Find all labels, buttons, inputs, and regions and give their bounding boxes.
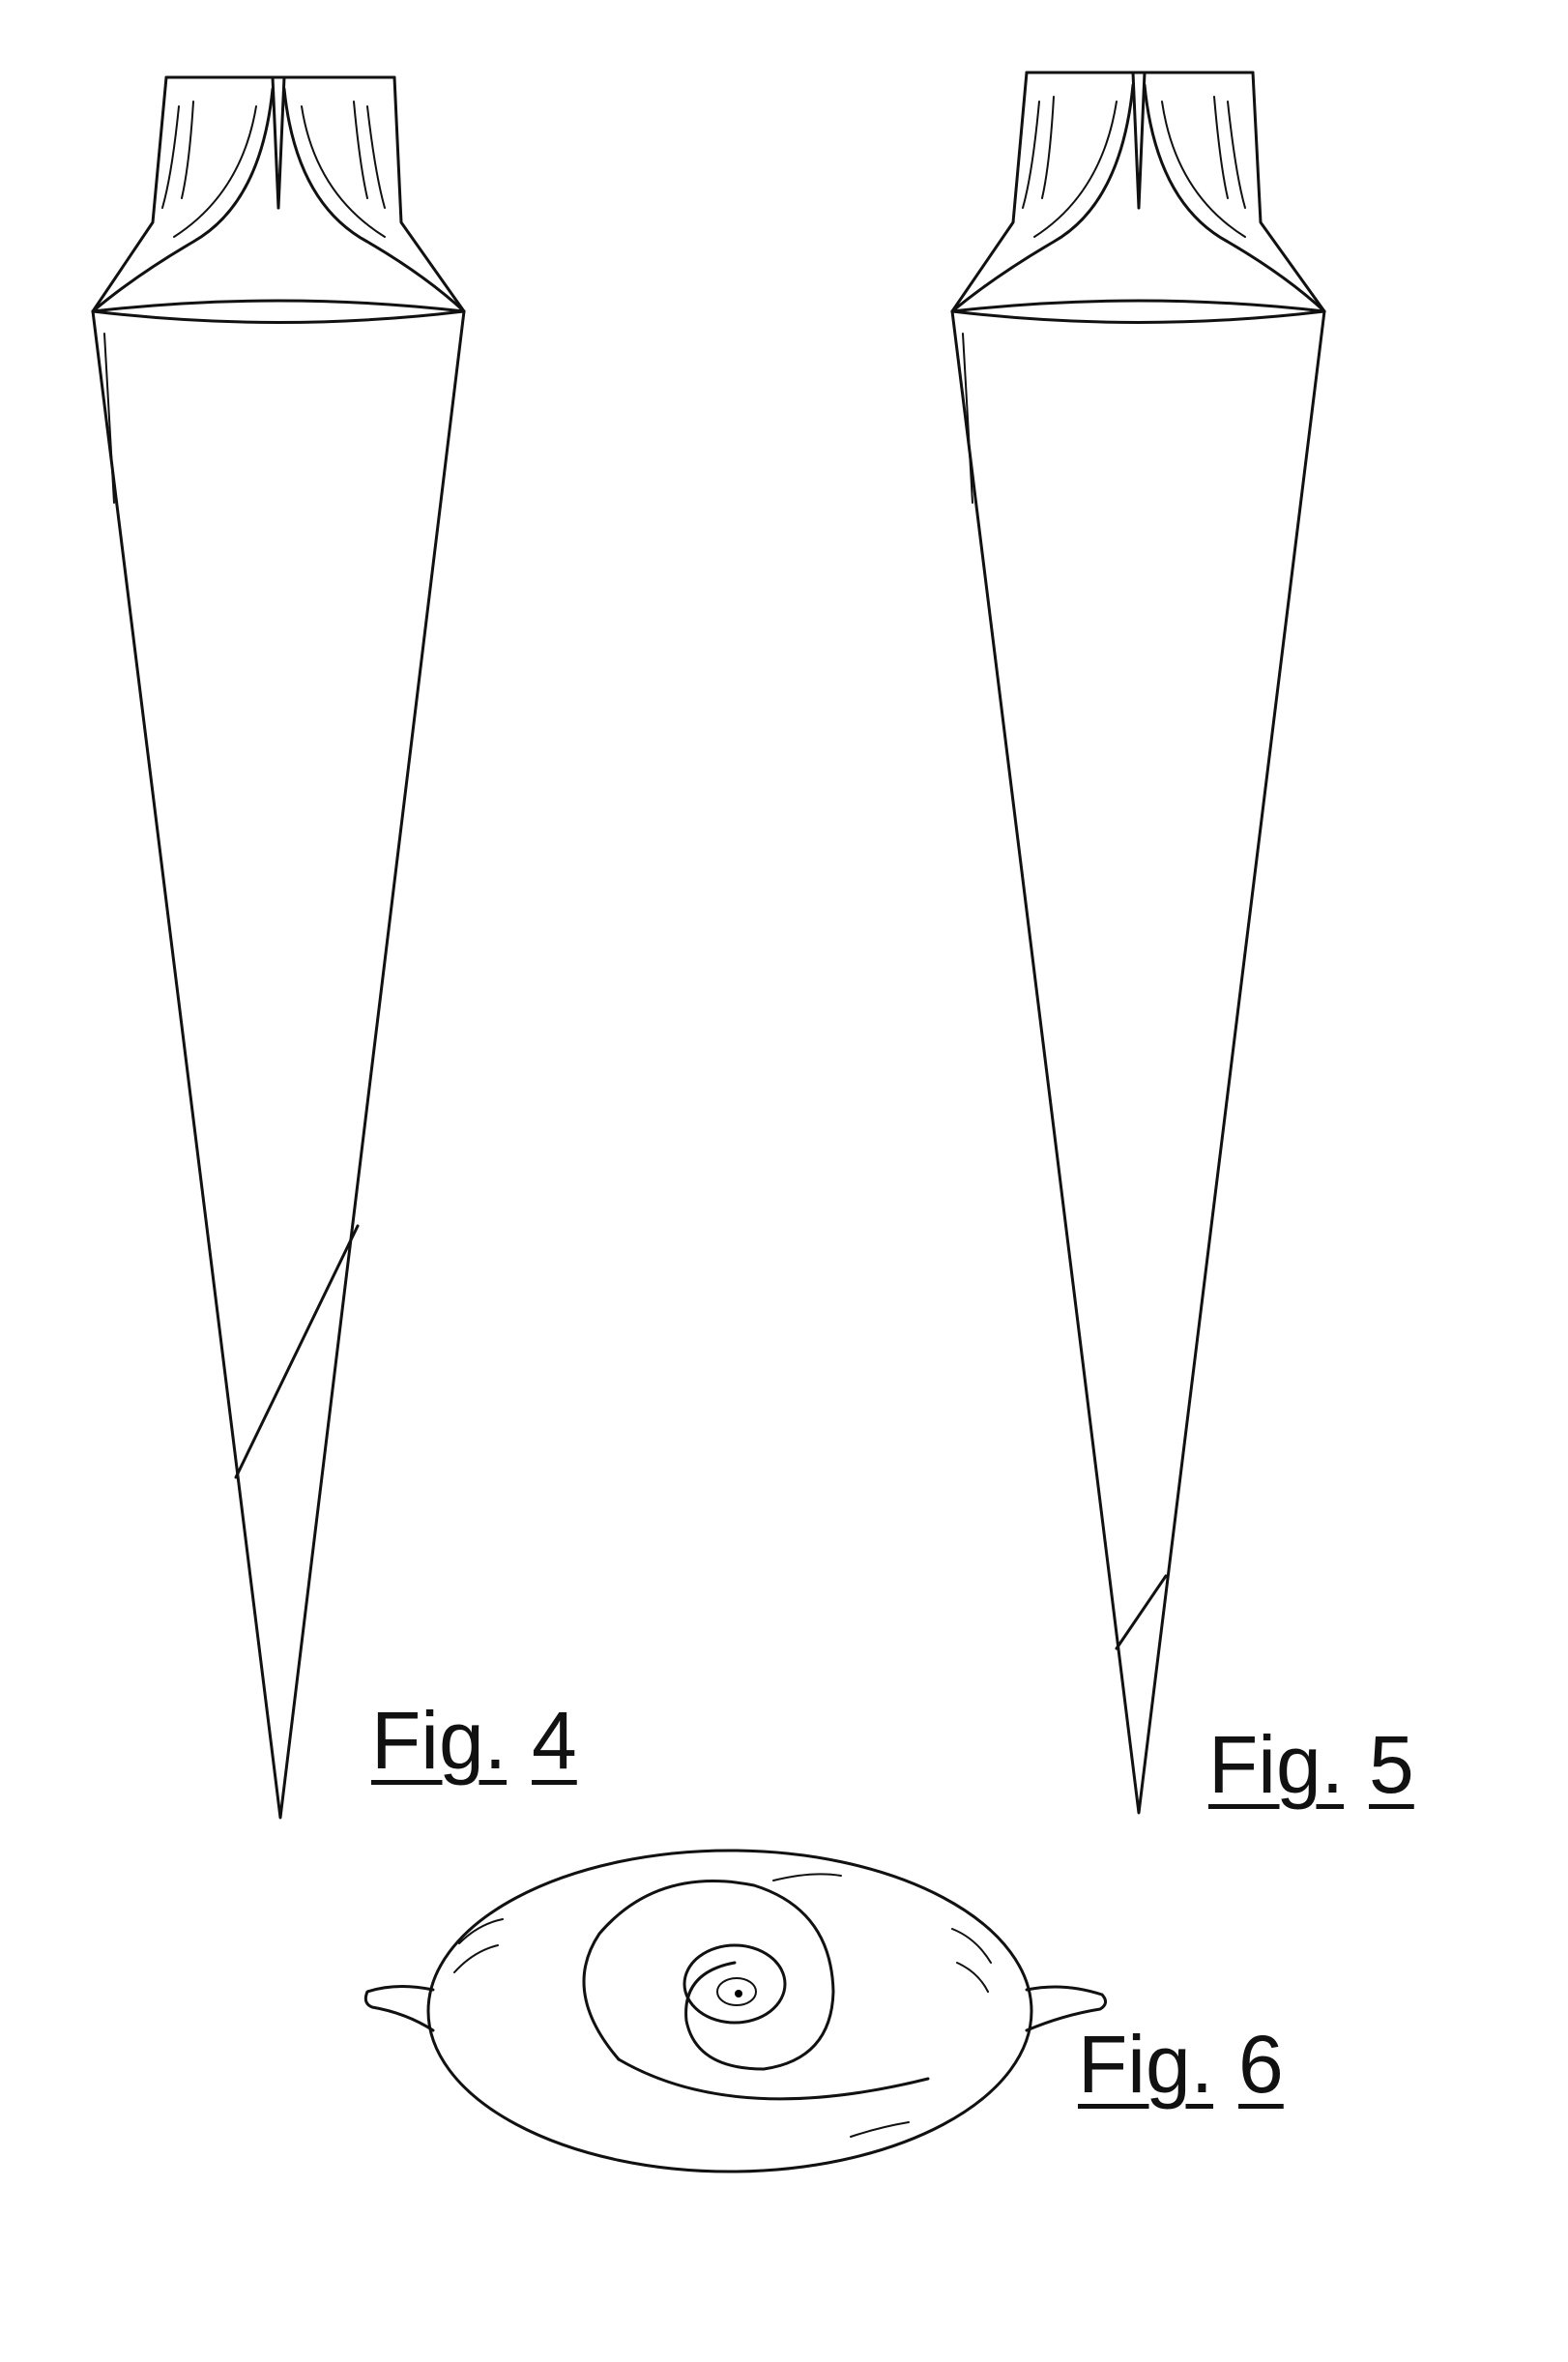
fig5-shoulder-bottom — [952, 311, 1324, 323]
fig4-neck-left-edge — [93, 77, 166, 311]
fig4-right-shade — [302, 106, 385, 237]
fig5-hatch-c — [1228, 102, 1245, 208]
fig4-label-word: Fig. — [371, 1695, 507, 1786]
fig6-shade-d — [957, 1963, 988, 1992]
fig5-shoulder-top — [952, 301, 1324, 311]
fig6-shade-c — [952, 1929, 991, 1963]
fig5-cone-body — [952, 311, 1324, 1813]
fig6-left-fin — [365, 1986, 433, 2030]
fig6-shade-e — [773, 1874, 841, 1881]
fig6-shade-b — [454, 1945, 498, 1972]
fig6-label-number: 6 — [1238, 2019, 1284, 2110]
fig4-hatch-a — [162, 106, 179, 208]
fig4-drawing — [93, 77, 464, 1818]
fig6-label-word: Fig. — [1078, 2019, 1213, 2110]
fig5-hatch-a — [1023, 102, 1039, 208]
fig4-shoulder-bottom — [93, 311, 464, 323]
fig6-spiral — [584, 1881, 833, 2069]
fig5-label-word: Fig. — [1208, 1719, 1344, 1810]
fig5-drawing — [952, 73, 1324, 1813]
fig4-hatch-b — [182, 102, 193, 198]
fig4-cone-body — [93, 311, 464, 1818]
fig4-label-number: 4 — [532, 1695, 577, 1786]
fig5-center-seam — [1133, 73, 1145, 208]
fig4-hatch-d — [354, 102, 367, 198]
fig6-label: Fig.6 — [1078, 2024, 1284, 2105]
fig4-left-fold — [93, 89, 273, 311]
fig4-shoulder-top — [93, 301, 464, 311]
fig5-right-fold — [1145, 85, 1324, 311]
fig6-spiral-tail — [619, 2059, 928, 2099]
fig5-neck-right-edge — [1253, 73, 1324, 311]
fig6-drawing — [365, 1851, 1105, 2172]
fig5-right-shade — [1162, 102, 1245, 237]
fig5-hatch-b — [1042, 97, 1054, 198]
fig5-label: Fig.5 — [1208, 1724, 1414, 1805]
fig4-label: Fig.4 — [371, 1700, 577, 1781]
fig4-diagonal-seam — [236, 1226, 358, 1477]
fig4-neck-right-edge — [394, 77, 464, 311]
fig5-diagonal-seam — [1117, 1576, 1166, 1648]
fig6-center-nub — [684, 1945, 785, 2023]
fig4-right-fold — [284, 89, 464, 311]
fig6-shade-a — [459, 1919, 503, 1943]
fig6-center-dot — [735, 1990, 742, 1997]
fig5-hatch-d — [1214, 97, 1228, 198]
fig4-hatch-c — [367, 106, 385, 208]
fig5-label-number: 5 — [1369, 1719, 1414, 1810]
fig5-neck-left-edge — [952, 73, 1027, 311]
fig4-center-seam — [273, 77, 284, 208]
fig6-outer-body — [428, 1851, 1031, 2172]
fig6-shade-f — [851, 2122, 909, 2137]
